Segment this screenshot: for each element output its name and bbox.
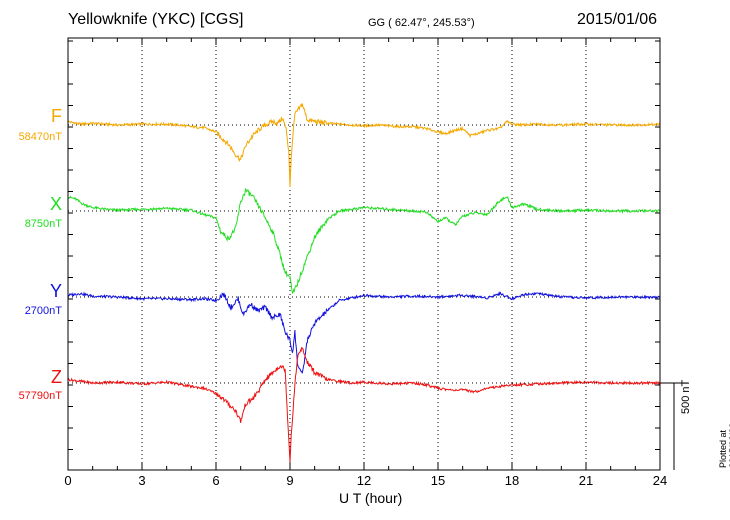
grid-lines xyxy=(68,38,660,470)
baseline-label-f: 58470nT xyxy=(18,131,62,143)
series-line-z xyxy=(67,347,661,463)
axis-ticks xyxy=(67,38,661,470)
series-traces xyxy=(67,103,661,463)
station-title: Yellowknife (YKC) [CGS] xyxy=(68,11,244,28)
baseline-label-y: 2700nT xyxy=(24,305,62,317)
series-name-x: X xyxy=(49,194,62,214)
series-name-f: F xyxy=(51,106,62,126)
x-tick-label: 6 xyxy=(212,473,220,488)
x-tick-label: 24 xyxy=(652,473,668,488)
scale-bar-label: 500 nT xyxy=(680,379,692,414)
series-line-x xyxy=(67,188,661,295)
baseline-label-z: 57790nT xyxy=(18,390,62,402)
x-tick-label: 18 xyxy=(504,473,520,488)
geographic-coordinates: GG ( 62.47°, 245.53°) xyxy=(368,17,475,29)
series-line-f xyxy=(67,103,661,188)
series-name-y: Y xyxy=(49,281,62,301)
x-tick-label: 21 xyxy=(578,473,594,488)
chart-date: 2015/01/06 xyxy=(577,11,658,28)
x-tick-label: 12 xyxy=(356,473,372,488)
baseline-label-x: 8750nT xyxy=(24,218,62,230)
series-line-y xyxy=(67,291,661,374)
x-axis-label: U T (hour) xyxy=(339,490,403,506)
plotted-timestamp: Plotted at 2015/02/06 01:30 UT xyxy=(718,422,730,468)
x-tick-label: 0 xyxy=(64,473,72,488)
x-tick-label: 9 xyxy=(286,473,294,488)
x-tick-label: 3 xyxy=(138,473,146,488)
x-tick-label: 15 xyxy=(430,473,446,488)
scale-bar xyxy=(660,382,688,470)
series-name-z: Z xyxy=(51,367,62,387)
